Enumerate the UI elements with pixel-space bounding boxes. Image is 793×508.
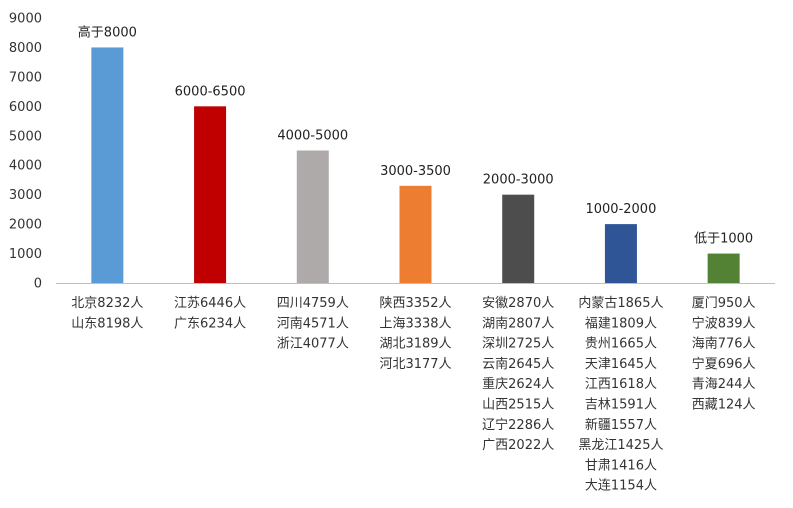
category-label-4-4: 河北3177人 — [379, 357, 451, 372]
y-tick-label-0: 0 — [34, 277, 42, 292]
category-label-7-3: 海南776人 — [692, 336, 756, 352]
category-label-7-6: 西藏124人 — [692, 398, 756, 413]
category-label-3-2: 河南4571人 — [277, 315, 349, 331]
category-label-6-4: 天津1645人 — [585, 357, 657, 372]
category-label-5-6: 山西2515人 — [482, 398, 554, 413]
bar-7 — [707, 253, 740, 283]
data-label-1: 高于8000 — [78, 24, 137, 40]
category-label-5-7: 辽宁2286人 — [482, 417, 554, 433]
y-tick-label-2000: 2000 — [9, 218, 42, 233]
bar-1 — [91, 47, 124, 283]
category-label-6-2: 福建1809人 — [585, 316, 657, 331]
y-axis: 0 1000 2000 3000 4000 5000 6000 7000 8000 9000 — [9, 12, 42, 292]
bar-6 — [604, 224, 637, 283]
data-label-4: 3000-3500 — [380, 164, 451, 179]
data-label-3: 4000-5000 — [277, 129, 348, 144]
category-label-2-1: 江苏6446人 — [174, 295, 246, 311]
y-tick-label-5000: 5000 — [9, 129, 42, 144]
category-label-1-1: 北京8232人 — [71, 296, 143, 311]
data-label-6: 1000-2000 — [585, 202, 656, 217]
bar-3 — [296, 150, 329, 283]
category-label-2-2: 广东6234人 — [174, 316, 246, 331]
category-label-5-4: 云南2645人 — [482, 356, 554, 372]
category-label-6-5: 江西1618人 — [585, 377, 657, 392]
category-label-3-3: 浙江4077人 — [277, 337, 349, 352]
y-tick-label-7000: 7000 — [9, 70, 42, 85]
category-label-6-7: 新疆1557人 — [585, 417, 657, 433]
category-label-7-2: 宁波839人 — [692, 315, 756, 331]
category-label-5-8: 广西2022人 — [482, 438, 554, 453]
category-label-7-5: 青海244人 — [692, 377, 756, 392]
data-label-7: 低于1000 — [694, 232, 753, 247]
category-label-5-2: 湖南2807人 — [482, 315, 554, 331]
category-label-6-10: 大连1154人 — [585, 478, 657, 494]
category-label-5-5: 重庆2624人 — [482, 376, 554, 392]
y-tick-label-4000: 4000 — [9, 159, 42, 174]
category-label-3-1: 四川4759人 — [277, 296, 349, 311]
category-label-4-2: 上海3338人 — [379, 316, 451, 331]
bar-5 — [502, 194, 535, 283]
category-label-7-4: 宁夏696人 — [692, 356, 756, 372]
y-tick-label-9000: 9000 — [9, 12, 42, 27]
category-label-6-9: 甘肃1416人 — [585, 458, 657, 473]
y-tick-label-6000: 6000 — [9, 100, 42, 115]
category-label-6-8: 黑龙江1425人 — [578, 438, 663, 453]
category-label-7-1: 厦门950人 — [692, 296, 756, 311]
y-tick-label-1000: 1000 — [9, 247, 42, 262]
category-label-1-2: 山东8198人 — [71, 316, 143, 331]
y-tick-label-8000: 8000 — [9, 41, 42, 56]
data-labels: 高于8000 6000-6500 4000-5000 3000-3500 2000-30… — [78, 24, 753, 246]
category-label-6-1: 内蒙古1865人 — [578, 295, 663, 311]
bars — [91, 47, 740, 283]
data-label-5: 2000-3000 — [483, 173, 554, 188]
category-label-5-1: 安徽2870人 — [482, 296, 554, 311]
data-label-2: 6000-6500 — [175, 84, 246, 99]
bar-2 — [194, 106, 227, 283]
category-label-6-6: 吉林1591人 — [585, 398, 657, 413]
y-tick-label-3000: 3000 — [9, 188, 42, 203]
category-label-6-3: 贵州1665人 — [585, 337, 657, 352]
category-label-4-1: 陕西3352人 — [379, 296, 451, 311]
bar-4 — [399, 185, 432, 283]
category-label-5-3: 深圳2725人 — [482, 337, 554, 352]
category-label-4-3: 湖北3189人 — [379, 337, 451, 352]
